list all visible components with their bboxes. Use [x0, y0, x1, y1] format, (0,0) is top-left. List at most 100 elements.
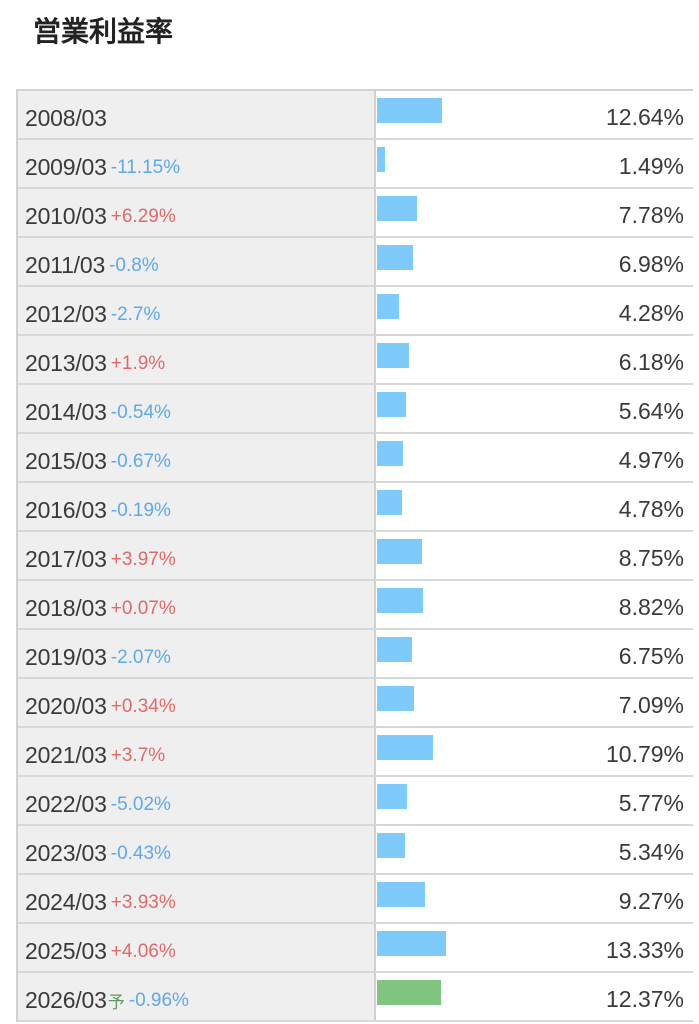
value-label: 6.75% [618, 643, 684, 669]
period-cell: 2019/03 -2.07% [18, 630, 376, 677]
margin-bar [377, 539, 422, 564]
bar-cell: 5.77% [376, 777, 693, 824]
period-label: 2008/03 [25, 105, 107, 131]
period-cell: 2017/03 +3.97% [18, 532, 376, 579]
margin-bar [377, 294, 399, 319]
period-label: 2023/03 [25, 840, 107, 866]
table-row: 2021/03 +3.7% 10.79% [18, 728, 693, 777]
bar-cell: 9.27% [376, 875, 693, 922]
bar-cell: 12.64% [376, 91, 693, 138]
table-row: 2019/03 -2.07% 6.75% [18, 630, 693, 679]
period-label: 2011/03 [25, 252, 106, 278]
value-label: 10.79% [605, 741, 684, 767]
table-row: 2012/03 -2.7% 4.28% [18, 287, 693, 336]
value-label: 4.28% [618, 300, 684, 326]
value-label: 13.33% [605, 937, 684, 963]
period-cell: 2024/03 +3.93% [18, 875, 376, 922]
bar-cell: 6.98% [376, 238, 693, 285]
period-cell: 2014/03 -0.54% [18, 385, 376, 432]
margin-bar [377, 392, 406, 417]
period-cell: 2018/03 +0.07% [18, 581, 376, 628]
table-row: 2010/03 +6.29% 7.78% [18, 189, 693, 238]
bar-cell: 5.64% [376, 385, 693, 432]
change-label: +1.9% [110, 352, 166, 374]
change-label: +3.97% [110, 548, 176, 570]
value-label: 5.77% [618, 790, 684, 816]
table-row: 2009/03 -11.15% 1.49% [18, 140, 693, 189]
margin-bar [377, 441, 403, 466]
table-row: 2014/03 -0.54% 5.64% [18, 385, 693, 434]
period-label: 2010/03 [25, 203, 107, 229]
change-label: -5.02% [110, 793, 171, 815]
bar-cell: 8.75% [376, 532, 693, 579]
value-label: 6.98% [618, 251, 684, 277]
table-row: 2022/03 -5.02% 5.77% [18, 777, 693, 826]
bar-cell: 7.78% [376, 189, 693, 236]
bar-cell: 4.78% [376, 483, 693, 530]
change-label: -2.7% [110, 303, 161, 325]
change-label: +0.07% [110, 597, 176, 619]
margin-bar [377, 343, 409, 368]
period-label: 2013/03 [25, 350, 107, 376]
period-label: 2021/03 [25, 742, 107, 768]
margin-bar [377, 637, 412, 662]
margin-bar [377, 98, 442, 123]
period-label: 2026/03 [25, 987, 107, 1013]
margin-bar [377, 931, 446, 956]
period-label: 2017/03 [25, 546, 107, 572]
period-cell: 2010/03 +6.29% [18, 189, 376, 236]
period-cell: 2016/03 -0.19% [18, 483, 376, 530]
table-row: 2023/03 -0.43% 5.34% [18, 826, 693, 875]
change-label: -0.19% [110, 499, 171, 521]
change-label: -0.67% [110, 450, 171, 472]
bar-cell: 10.79% [376, 728, 693, 775]
period-cell: 2025/03 +4.06% [18, 924, 376, 971]
value-label: 4.97% [618, 447, 684, 473]
margin-bar [377, 882, 425, 907]
page-title: 営業利益率 [33, 15, 174, 48]
bar-cell: 6.18% [376, 336, 693, 383]
value-label: 1.49% [618, 153, 684, 179]
table-row: 2015/03 -0.67% 4.97% [18, 434, 693, 483]
period-label: 2016/03 [25, 497, 107, 523]
value-label: 12.37% [605, 986, 684, 1012]
bar-cell: 13.33% [376, 924, 693, 971]
change-label: -0.43% [110, 842, 171, 864]
period-cell: 2015/03 -0.67% [18, 434, 376, 481]
change-label: -0.54% [110, 401, 171, 423]
change-label: +3.7% [110, 744, 166, 766]
period-cell: 2013/03 +1.9% [18, 336, 376, 383]
period-label: 2018/03 [25, 595, 107, 621]
table-row: 2020/03 +0.34% 7.09% [18, 679, 693, 728]
change-label: -0.96% [128, 989, 189, 1011]
period-cell: 2022/03 -5.02% [18, 777, 376, 824]
period-label: 2022/03 [25, 791, 107, 817]
margin-bar [377, 833, 405, 858]
forecast-bar [377, 980, 441, 1005]
table-row: 2018/03 +0.07% 8.82% [18, 581, 693, 630]
bar-cell: 5.34% [376, 826, 693, 873]
period-label: 2024/03 [25, 889, 107, 915]
bar-cell: 6.75% [376, 630, 693, 677]
value-label: 8.75% [618, 545, 684, 571]
table-row: 2013/03 +1.9% 6.18% [18, 336, 693, 385]
period-label: 2014/03 [25, 399, 107, 425]
period-label: 2020/03 [25, 693, 107, 719]
period-label: 2015/03 [25, 448, 107, 474]
period-label: 2025/03 [25, 938, 107, 964]
change-label: -11.15% [110, 156, 181, 178]
period-cell: 2011/03 -0.8% [18, 238, 376, 285]
change-label: +6.29% [110, 205, 176, 227]
period-cell: 2026/03 予 -0.96% [18, 973, 376, 1020]
margin-bar [377, 196, 417, 221]
margin-bar [377, 588, 423, 613]
margin-bar [377, 147, 385, 172]
value-label: 4.78% [618, 496, 684, 522]
period-cell: 2021/03 +3.7% [18, 728, 376, 775]
bar-cell: 12.37% [376, 973, 693, 1020]
value-label: 5.34% [618, 839, 684, 865]
operating-margin-table: 2008/03 12.64% 2009/03 -11.15% 1.49% 2010/03 +… [16, 89, 693, 1022]
change-label: -0.8% [109, 254, 159, 276]
value-label: 12.64% [605, 104, 684, 130]
period-label: 2012/03 [25, 301, 107, 327]
